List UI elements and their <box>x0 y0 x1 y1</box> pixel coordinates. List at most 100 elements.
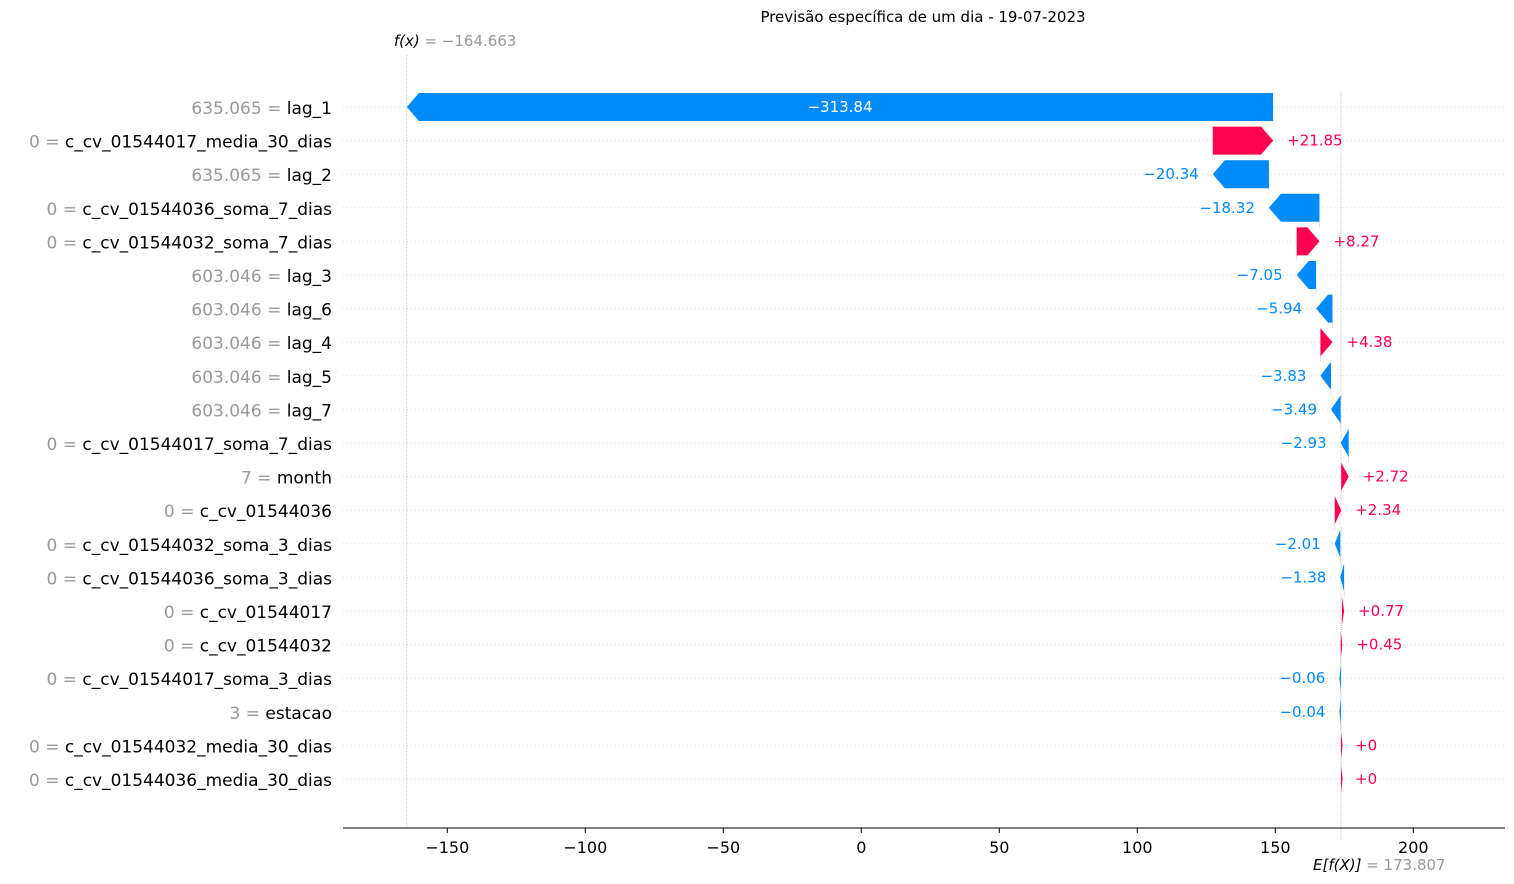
feature-label: 0 = c_cv_01544017_soma_7_dias <box>47 435 333 455</box>
bar-c_cv_01544036 <box>1334 496 1342 525</box>
bar-lag_4 <box>1320 328 1333 357</box>
reference-lines: f(x) = −164.663 E[f(X)] = 173.807 <box>394 32 1446 874</box>
feature-name: c_cv_01544036_media_30_dias <box>65 771 332 791</box>
feature-label: 603.046 = lag_5 <box>191 368 332 388</box>
feature-label: 0 = c_cv_01544036_media_30_dias <box>29 771 332 791</box>
feature-name: lag_2 <box>287 166 332 186</box>
feature-labels: 635.065 = lag_1 0 = c_cv_01544017_media_3… <box>29 99 332 791</box>
feature-value: 603.046 = <box>191 401 286 421</box>
feature-value: 0 = <box>29 737 65 757</box>
bar-value-label: −3.83 <box>1260 367 1306 385</box>
feature-label: 603.046 = lag_7 <box>191 401 332 421</box>
chart-title: Previsão específica de um dia - 19-07-20… <box>760 8 1085 26</box>
bar-c_cv_01544017_media_30_dias <box>1212 126 1274 155</box>
bar-c_cv_01544017_soma_3_dias <box>1339 664 1341 693</box>
feature-name: month <box>277 469 332 489</box>
bar-value-label: −1.38 <box>1280 568 1326 586</box>
x-tick-label: −100 <box>563 838 607 857</box>
feature-name: lag_1 <box>287 99 332 119</box>
x-tick-label: 50 <box>989 838 1009 857</box>
feature-label: 0 = c_cv_01544017 <box>164 603 332 623</box>
feature-value: 0 = <box>164 637 200 657</box>
bar-lag_5 <box>1320 361 1331 390</box>
feature-name: lag_5 <box>287 368 332 388</box>
bar-estacao <box>1339 697 1342 726</box>
feature-name: c_cv_01544032_media_30_dias <box>65 737 332 757</box>
bar-month <box>1341 462 1349 491</box>
feature-name: c_cv_01544017 <box>200 603 332 623</box>
bar-value-label: −313.84 <box>807 98 872 116</box>
feature-value: 0 = <box>47 670 83 690</box>
feature-name: lag_3 <box>287 267 332 287</box>
feature-name: c_cv_01544032_soma_3_dias <box>82 536 332 556</box>
bar-value-label: −2.93 <box>1281 434 1327 452</box>
base-value: = 173.807 <box>1361 856 1445 874</box>
bar-value-label: −5.94 <box>1256 300 1302 318</box>
feature-name: c_cv_01544017_soma_7_dias <box>82 435 332 455</box>
bar-c_cv_01544036_soma_7_dias <box>1268 193 1320 222</box>
feature-value: 0 = <box>47 536 83 556</box>
feature-label: 0 = c_cv_01544036_soma_3_dias <box>47 569 333 589</box>
feature-name: c_cv_01544032 <box>200 637 332 657</box>
feature-label: 0 = c_cv_01544032_soma_3_dias <box>47 536 333 556</box>
feature-value: 3 = <box>230 704 266 724</box>
feature-label: 0 = c_cv_01544032 <box>164 637 332 657</box>
x-axis: −150 −100 −50 0 50 100 150 200 <box>343 827 1505 857</box>
feature-value: 635.065 = <box>191 99 286 119</box>
feature-value: 603.046 = <box>191 334 286 354</box>
bar-c_cv_01544032_soma_7_dias <box>1296 227 1320 256</box>
feature-name: lag_4 <box>287 334 332 354</box>
x-tick-label: 150 <box>1260 838 1291 857</box>
feature-label: 0 = c_cv_01544017_media_30_dias <box>29 133 332 153</box>
feature-name: c_cv_01544017_media_30_dias <box>65 133 332 153</box>
feature-name: c_cv_01544036 <box>200 502 332 522</box>
bar-value-label: −0.06 <box>1279 669 1325 687</box>
feature-value: 0 = <box>164 603 200 623</box>
bar-c_cv_01544032 <box>1340 630 1343 659</box>
feature-name: c_cv_01544032_soma_7_dias <box>82 233 332 253</box>
feature-value: 603.046 = <box>191 368 286 388</box>
bar-value-label: −2.01 <box>1275 535 1321 553</box>
bar-c_cv_01544036_soma_3_dias <box>1340 563 1345 592</box>
feature-label: 0 = c_cv_01544036 <box>164 502 332 522</box>
x-tick-label: −150 <box>425 838 469 857</box>
feature-value: 0 = <box>47 233 83 253</box>
feature-value: 603.046 = <box>191 267 286 287</box>
feature-name: estacao <box>265 704 332 724</box>
bar-lag_3 <box>1296 261 1317 289</box>
bar-c_cv_01544017_soma_7_dias <box>1340 429 1349 457</box>
feature-name: c_cv_01544017_soma_3_dias <box>82 670 332 690</box>
feature-label: 603.046 = lag_3 <box>191 267 332 287</box>
feature-name: lag_6 <box>287 301 332 321</box>
bars-group: −313.84 +21.85 −20.34−18.32 +8.27 −7.05 −5.94… <box>406 93 1409 793</box>
bar-lag_6 <box>1316 294 1333 323</box>
bar-value-label: +8.27 <box>1333 232 1379 250</box>
feature-label: 635.065 = lag_2 <box>191 166 332 186</box>
feature-label: 0 = c_cv_01544036_soma_7_dias <box>47 200 333 220</box>
feature-value: 0 = <box>29 771 65 791</box>
feature-label: 3 = estacao <box>230 704 332 724</box>
feature-name: c_cv_01544036_soma_3_dias <box>82 569 332 589</box>
bar-value-label: +4.38 <box>1347 333 1393 351</box>
bar-lag_7 <box>1330 395 1341 424</box>
feature-value: 603.046 = <box>191 301 286 321</box>
x-tick-label: −50 <box>706 838 740 857</box>
bar-c_cv_01544032_soma_3_dias <box>1334 529 1341 558</box>
fx-label: f(x) = −164.663 <box>394 32 517 50</box>
feature-label: 635.065 = lag_1 <box>191 99 332 119</box>
feature-value: 0 = <box>47 569 83 589</box>
feature-value: 7 = <box>241 469 277 489</box>
base-symbol: E[f(X)] <box>1313 856 1362 874</box>
base-value-label: E[f(X)] = 173.807 <box>1313 856 1446 874</box>
bar-value-label: +0.77 <box>1358 602 1404 620</box>
feature-value: 0 = <box>29 133 65 153</box>
bar-c_cv_01544017 <box>1341 597 1345 625</box>
feature-value: 0 = <box>164 502 200 522</box>
bar-value-label: +2.34 <box>1355 501 1401 519</box>
feature-label: 0 = c_cv_01544032_soma_7_dias <box>47 233 333 253</box>
fx-symbol: f(x) <box>394 32 420 50</box>
row-gridlines <box>343 106 1505 780</box>
fx-value: = −164.663 <box>420 32 517 50</box>
bar-value-label: −20.34 <box>1143 165 1199 183</box>
feature-label: 7 = month <box>241 469 332 489</box>
